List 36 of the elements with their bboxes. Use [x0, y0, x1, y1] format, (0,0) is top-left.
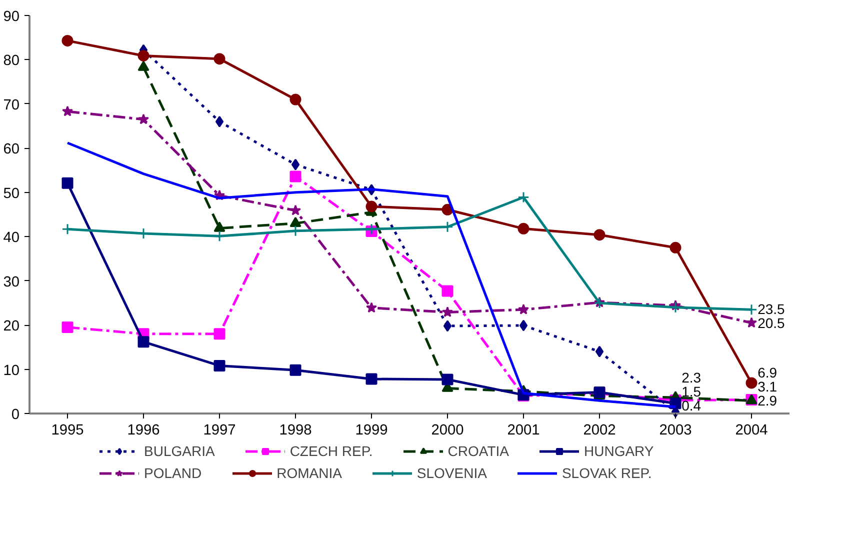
x-tick-label: 1997 — [203, 422, 236, 438]
data-label: 23.5 — [758, 300, 786, 317]
y-tick-label: 30 — [3, 274, 20, 290]
y-tick-label: 40 — [3, 230, 20, 246]
y-tick-label: 60 — [3, 142, 20, 158]
legend-label: POLAND — [144, 465, 202, 481]
y-tick-label: 70 — [3, 97, 20, 114]
legend-label: BULGARIA — [144, 443, 215, 459]
x-tick-label: 1995 — [51, 422, 84, 438]
x-tick-label: 2001 — [507, 422, 540, 438]
y-tick-label: 80 — [3, 53, 20, 70]
y-tick-label: 90 — [3, 9, 20, 25]
legend-label: HUNGARY — [584, 443, 654, 459]
y-tick-label: 20 — [3, 318, 20, 335]
data-label: 6.9 — [758, 364, 778, 381]
x-tick-label: 2000 — [431, 422, 464, 438]
legend-label: CZECH REP. — [290, 443, 373, 459]
data-label: 0.4 — [682, 398, 702, 414]
data-label: 2.9 — [758, 392, 778, 409]
data-label: 2.3 — [682, 370, 702, 386]
x-tick-label: 2002 — [583, 422, 616, 438]
data-label: 3.1 — [758, 378, 778, 395]
x-tick-label: 1999 — [355, 422, 388, 438]
legend-label: CROATIA — [448, 443, 509, 459]
data-label: 1.5 — [682, 384, 702, 400]
x-tick-label: 2004 — [735, 422, 768, 438]
data-label: 20.5 — [758, 314, 786, 331]
x-tick-label: 1998 — [279, 422, 312, 438]
y-tick-label: 0 — [11, 407, 20, 423]
x-tick-label: 1996 — [127, 422, 160, 438]
legend-label: SLOVAK REP. — [562, 465, 652, 481]
x-tick-label: 2003 — [659, 422, 692, 438]
legend-label: ROMANIA — [276, 465, 342, 481]
legend-label: SLOVENIA — [416, 465, 487, 481]
y-tick-label: 10 — [3, 362, 20, 379]
y-tick-label: 50 — [3, 186, 20, 202]
